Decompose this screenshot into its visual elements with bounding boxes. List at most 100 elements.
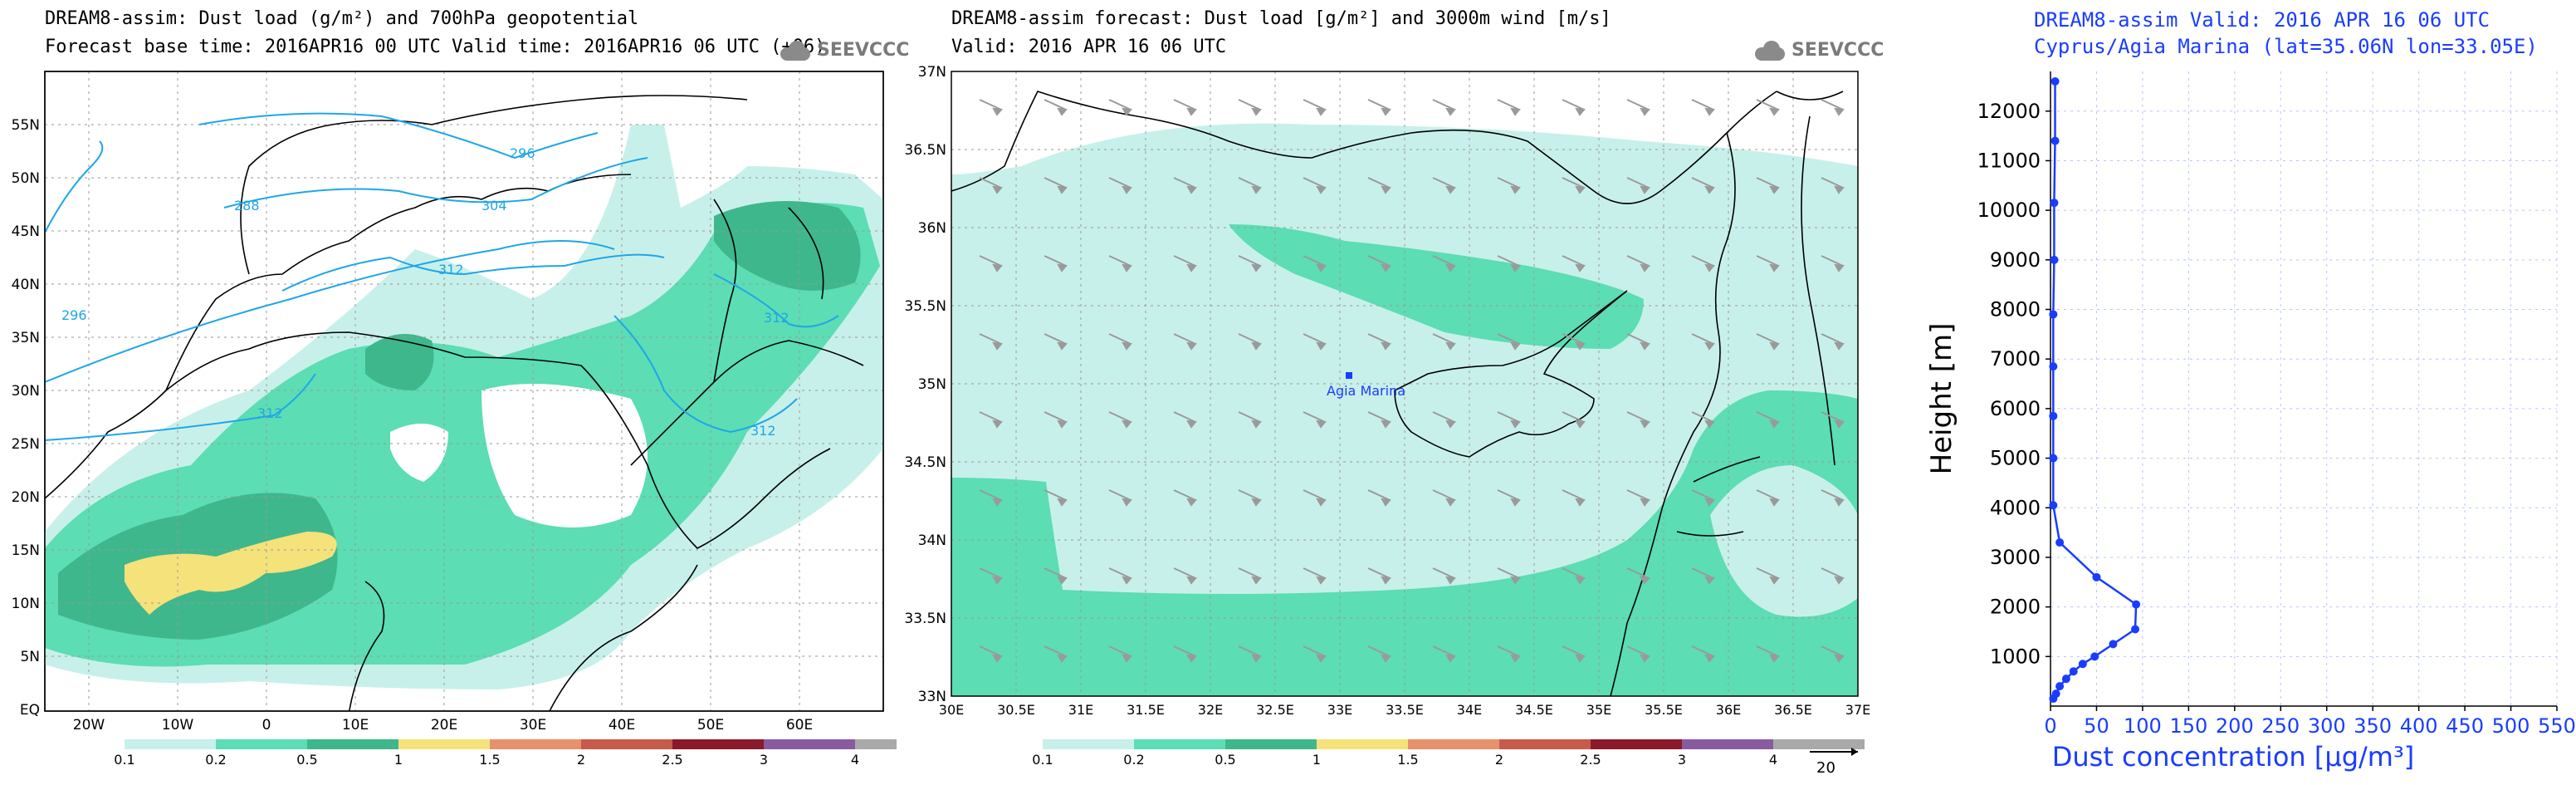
contour-label: 312 — [438, 262, 464, 277]
wind-arrowhead — [992, 419, 1003, 429]
y-axis-label: Height [m] — [1925, 323, 1958, 475]
lat-tick-label: 34N — [918, 532, 946, 549]
profile-point — [2049, 310, 2058, 319]
wind-arrowhead — [1769, 576, 1780, 585]
wind-arrowhead — [1251, 263, 1262, 272]
contour-label: 312 — [764, 310, 789, 326]
lat-tick-label: 20N — [12, 489, 40, 506]
wind-arrowhead — [1445, 654, 1456, 663]
wind-arrowhead — [1057, 419, 1068, 429]
wind-arrow — [1303, 255, 1326, 267]
x-tick-label: 550 — [2538, 714, 2576, 738]
wind-arrow — [1173, 99, 1196, 110]
wind-arrow — [1497, 411, 1520, 423]
wind-arrowhead — [1445, 419, 1456, 429]
wind-arrowhead — [1575, 107, 1586, 116]
middle-colorbar-legend: 0.1 0.2 0.5 1 1.5 2 2.5 3 4 — [1032, 739, 1865, 768]
y-tick-label: 6000 — [1990, 397, 2041, 420]
wind-arrowhead — [1769, 498, 1780, 507]
wind-arrow — [1497, 489, 1520, 501]
lon-tick-label: 50E — [697, 717, 724, 733]
legend-swatch — [1773, 739, 1865, 749]
wind-arrowhead — [1381, 185, 1391, 194]
wind-arrow — [1238, 255, 1261, 267]
wind-arrow — [1562, 333, 1585, 345]
wind-arrow — [1238, 411, 1261, 423]
wind-arrowhead — [1316, 498, 1327, 507]
lon-tick-label: 34E — [1457, 702, 1482, 718]
lat-tick-label: 40N — [12, 277, 40, 293]
wind-arrowhead — [1381, 576, 1391, 585]
wind-arrow — [1044, 567, 1067, 579]
wind-arrow — [1367, 489, 1391, 501]
contour-label: 288 — [234, 198, 260, 213]
wind-arrow — [1108, 255, 1132, 267]
wind-arrowhead — [1834, 654, 1845, 663]
wind-arrow — [1108, 177, 1132, 189]
wind-arrow — [1173, 567, 1196, 579]
legend-label: 0.1 — [114, 752, 134, 768]
wind-arrow — [1173, 411, 1196, 423]
wind-arrow — [1497, 99, 1520, 110]
wind-arrowhead — [1057, 498, 1068, 507]
wind-arrowhead — [1122, 654, 1132, 663]
wind-arrow — [979, 255, 1002, 267]
wind-arrow — [1432, 489, 1455, 501]
wind-arrowhead — [1834, 341, 1845, 351]
wind-arrow — [1626, 255, 1650, 267]
left-logo: SEEVCCC — [777, 40, 909, 61]
wind-arrowhead — [992, 654, 1003, 663]
wind-arrow — [1108, 489, 1132, 501]
legend-label: 0.2 — [1123, 752, 1144, 768]
profile-grid — [2050, 71, 2558, 706]
wind-arrow — [1044, 645, 1067, 657]
wind-arrow — [1432, 99, 1455, 110]
wind-arrowhead — [1704, 498, 1715, 507]
y-tick-label: 7000 — [1990, 347, 2041, 370]
wind-arrowhead — [1251, 576, 1262, 585]
lon-tick-label: 31E — [1068, 702, 1093, 718]
left-map-area: 296 288 304 312 296 312 312 312 — [44, 71, 884, 712]
wind-arrowhead — [1057, 263, 1068, 272]
wind-arrowhead — [1316, 185, 1327, 194]
legend-label: 0.5 — [1215, 752, 1235, 768]
wind-arrowhead — [1251, 654, 1262, 663]
wind-arrowhead — [1186, 107, 1197, 116]
wind-arrow — [1562, 489, 1585, 501]
wind-arrowhead — [1575, 263, 1586, 272]
legend-swatch — [125, 739, 216, 749]
wind-arrow — [1238, 333, 1261, 345]
left-title-line1: DREAM8-assim: Dust load (g/m²) and 700hP… — [45, 8, 639, 29]
wind-arrowhead — [1445, 107, 1456, 116]
wind-arrowhead — [1316, 576, 1327, 585]
legend-label: 2.5 — [662, 752, 682, 768]
wind-arrow — [1432, 411, 1455, 423]
middle-logo-text: SEEVCCC — [1791, 40, 1884, 61]
wind-arrow — [1044, 177, 1067, 189]
lon-tick-label: 33E — [1327, 702, 1352, 718]
wind-arrowhead — [992, 263, 1003, 272]
wind-arrowhead — [1057, 576, 1068, 585]
wind-arrowhead — [1057, 185, 1068, 194]
legend-label: 4 — [1769, 752, 1777, 768]
lon-tick-label: 35E — [1586, 702, 1611, 718]
wind-arrowhead — [1640, 576, 1650, 585]
legend-swatch — [855, 739, 897, 749]
wind-arrowhead — [1575, 341, 1586, 351]
left-map-panel: DREAM8-assim: Dust load (g/m²) and 700hP… — [0, 0, 910, 785]
wind-arrow — [1821, 255, 1844, 267]
wind-arrowhead — [1510, 419, 1521, 429]
wind-arrowhead — [1640, 654, 1650, 663]
wind-arrow — [1432, 177, 1455, 189]
legend-label: 2.5 — [1580, 752, 1601, 768]
legend-label: 1 — [394, 752, 403, 768]
wind-arrow — [1044, 255, 1067, 267]
x-tick-label: 300 — [2308, 714, 2346, 738]
left-dust-map: 296 288 304 312 296 312 312 312 55N50N45… — [12, 71, 897, 768]
wind-arrowhead — [1445, 498, 1456, 507]
wind-arrowhead — [1510, 576, 1521, 585]
wind-arrow — [1756, 489, 1779, 501]
wind-arrowhead — [1122, 263, 1132, 272]
wind-arrow — [1238, 567, 1261, 579]
wind-arrowhead — [1640, 419, 1650, 429]
